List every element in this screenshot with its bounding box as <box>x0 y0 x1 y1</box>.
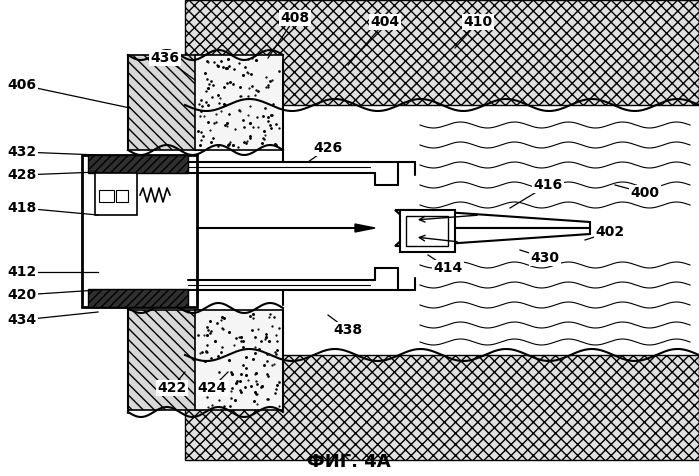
Text: 422: 422 <box>157 381 187 395</box>
Text: 426: 426 <box>313 141 343 155</box>
Bar <box>88 155 188 173</box>
Text: 428: 428 <box>8 168 36 182</box>
Text: 408: 408 <box>280 11 310 25</box>
Bar <box>195 55 283 150</box>
Polygon shape <box>355 224 375 232</box>
Bar <box>406 216 448 246</box>
Bar <box>195 310 283 410</box>
Text: 416: 416 <box>533 178 563 192</box>
Text: 402: 402 <box>596 225 625 239</box>
Polygon shape <box>395 210 590 228</box>
Text: 400: 400 <box>630 186 659 200</box>
Bar <box>88 289 188 307</box>
Polygon shape <box>395 228 590 246</box>
Text: 418: 418 <box>8 201 36 215</box>
Text: 404: 404 <box>370 15 400 29</box>
Bar <box>400 210 455 252</box>
Bar <box>185 0 699 105</box>
Bar <box>128 310 203 410</box>
Text: 406: 406 <box>8 78 36 92</box>
Bar <box>116 190 128 202</box>
Text: 424: 424 <box>197 381 226 395</box>
Text: 430: 430 <box>531 251 559 265</box>
Bar <box>95 173 137 215</box>
Text: 438: 438 <box>333 323 363 337</box>
Bar <box>99 190 114 202</box>
Bar <box>82 155 197 307</box>
Text: 414: 414 <box>433 261 463 275</box>
Text: ФИГ. 4А: ФИГ. 4А <box>307 453 391 471</box>
Text: 434: 434 <box>8 313 36 327</box>
Bar <box>128 55 203 150</box>
Text: 412: 412 <box>8 265 36 279</box>
Bar <box>185 355 699 460</box>
Text: 436: 436 <box>150 51 180 65</box>
Text: 432: 432 <box>8 145 36 159</box>
Text: 420: 420 <box>8 288 36 302</box>
Text: 410: 410 <box>463 15 493 29</box>
